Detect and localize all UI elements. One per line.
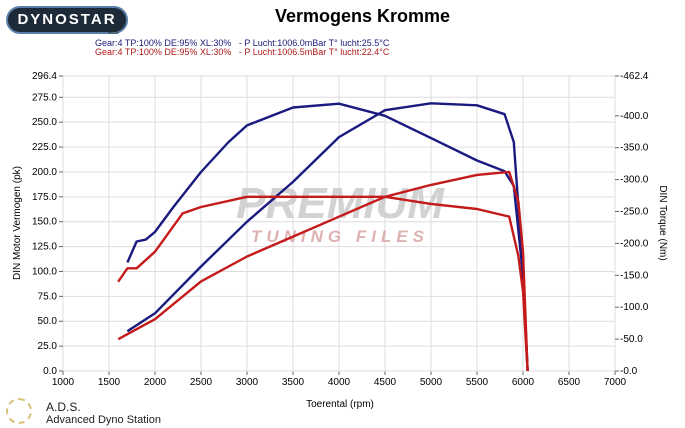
y-axis-label: DIN Motor Vermogen (pk) [12,166,23,280]
run2-conditions: Gear:4 TP:100% DE:95% XL:30% - P Lucht:1… [95,47,390,57]
y2-tick-label: -250.0 [620,207,649,218]
y2-tick-label: -50.0 [620,334,643,345]
y-tick-label: 150.0 [32,217,57,228]
ads-subtitle: Advanced Dyno Station [46,414,161,426]
y-tick-label: 125.0 [32,242,57,253]
y2-tick-label: -100.0 [620,302,649,313]
watermark-line2: TUNING FILES [251,227,429,246]
ads-logo-icon [6,398,32,424]
y-tick-label: 25.0 [38,341,58,352]
y-tick-label: 75.0 [38,291,58,302]
y-tick-label: 225.0 [32,142,57,153]
y2-tick-label: -300.0 [620,175,649,186]
y2-tick-label: -350.0 [620,143,649,154]
run1-conditions: Gear:4 TP:100% DE:95% XL:30% - P Lucht:1… [95,38,390,48]
y-tick-label: 50.0 [38,316,58,327]
x-tick-label: 1500 [98,377,121,388]
x-tick-label: 2500 [190,377,213,388]
y-tick-label: 0.0 [43,366,57,377]
x-tick-label: 4000 [328,377,351,388]
y2-tick-label: -400.0 [620,111,649,122]
x-tick-label: 4500 [374,377,397,388]
x-tick-label: 1000 [52,377,75,388]
y2-tick-label: -150.0 [620,270,649,281]
x-tick-label: 5000 [420,377,443,388]
x-tick-label: 3500 [282,377,305,388]
y2-tick-label: -462.4 [620,71,649,82]
y2-axis-label: DIN Torque (Nm) [657,185,668,260]
series-line-1 [126,102,529,372]
logo-subtext: ADS [108,30,119,36]
dynostar-logo: DYNOSTAR [6,6,128,34]
y-tick-label: 296.4 [32,71,57,82]
y2-tick-label: -200.0 [620,238,649,249]
series-line-4 [117,195,529,372]
x-tick-label: 6000 [512,377,535,388]
x-tick-label: 3000 [236,377,259,388]
x-tick-label: 2000 [144,377,167,388]
series-line-2 [126,102,529,372]
y-tick-label: 200.0 [32,167,57,178]
watermark-line1: PREMIUM [236,179,445,228]
y-tick-label: 275.0 [32,92,57,103]
x-axis-label: Toerental (rpm) [306,399,374,410]
y-tick-label: 100.0 [32,266,57,277]
ads-title: A.D.S. [46,400,81,414]
chart-title: Vermogens Kromme [274,6,451,26]
y-tick-label: 250.0 [32,117,57,128]
y2-tick-label: -0.0 [620,366,638,377]
x-tick-label: 6500 [558,377,581,388]
x-tick-label: 7000 [604,377,627,388]
x-tick-label: 5500 [466,377,489,388]
y-tick-label: 175.0 [32,192,57,203]
